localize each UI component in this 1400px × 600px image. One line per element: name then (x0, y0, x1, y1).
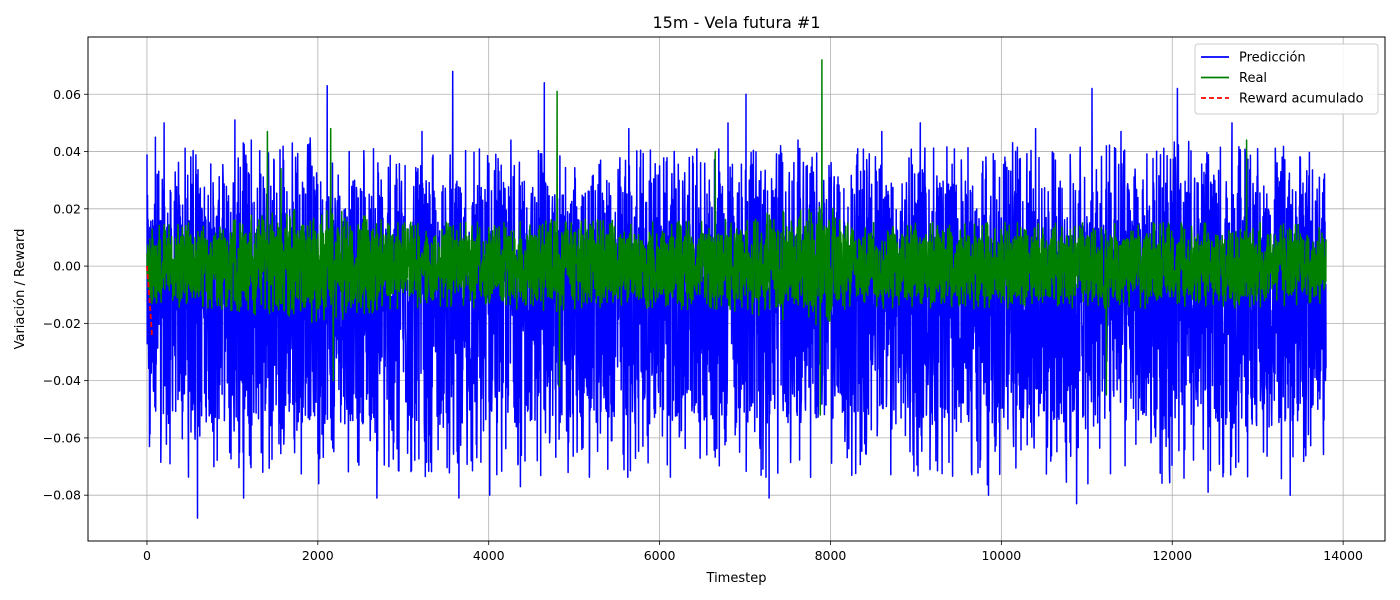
y-tick-label: 0.06 (53, 87, 81, 102)
x-tick-label: 12000 (1152, 548, 1192, 563)
series-line-real (146, 59, 1327, 416)
chart-title: 15m - Vela futura #1 (652, 13, 820, 32)
legend: Predicción Real Reward acumulado (1194, 43, 1379, 115)
x-tick-label: 6000 (644, 548, 676, 563)
legend-label: Reward acumulado (1239, 92, 1364, 107)
y-axis-label: Variación / Reward (13, 229, 28, 350)
x-tick-label: 4000 (473, 548, 505, 563)
x-axis-label: Timestep (706, 571, 767, 586)
series-line-reward-acumulado (146, 266, 153, 338)
y-tick-label: −0.02 (43, 316, 81, 331)
y-tick-label: −0.08 (43, 488, 81, 503)
y-tick-label: −0.04 (43, 373, 81, 388)
legend-label: Predicción (1239, 51, 1306, 66)
plot-frame (87, 36, 1386, 542)
x-tick-label: 10000 (981, 548, 1021, 563)
y-tick-label: 0.02 (53, 201, 81, 216)
x-tick-label: 8000 (815, 548, 847, 563)
series-layer (146, 59, 1327, 519)
y-tick-label: −0.06 (43, 430, 81, 445)
x-tick-label: 0 (143, 548, 151, 563)
x-tick-label: 2000 (302, 548, 334, 563)
x-tick-label: 14000 (1323, 548, 1363, 563)
series-line-prediccion (146, 70, 1327, 519)
y-tick-label: 0.00 (53, 259, 81, 274)
legend-box (1194, 43, 1379, 115)
legend-label: Real (1239, 71, 1267, 86)
ticks: 0 2000 4000 6000 8000 10000 12000 14000 −0.08 −0.… (43, 87, 1363, 563)
y-tick-label: 0.04 (53, 144, 81, 159)
